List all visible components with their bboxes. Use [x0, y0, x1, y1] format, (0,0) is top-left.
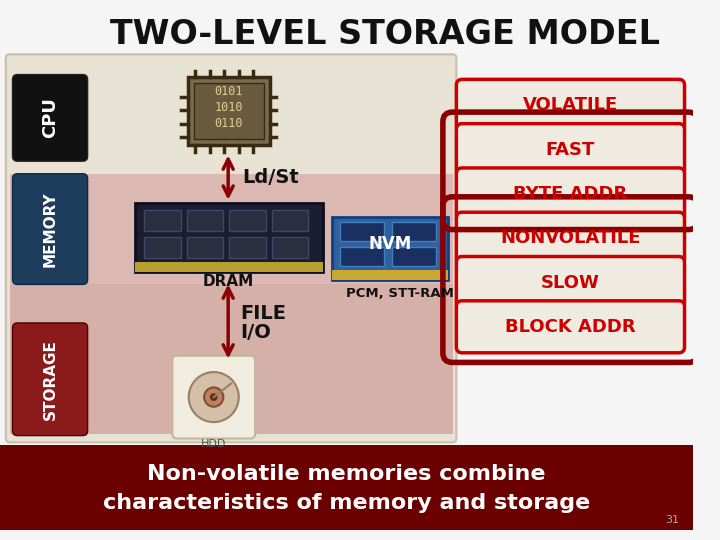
Bar [145, 237, 181, 259]
FancyBboxPatch shape [12, 323, 88, 436]
Text: CPU: CPU [41, 97, 59, 138]
Bar [392, 222, 436, 241]
Bar [0, 445, 693, 530]
Bar [9, 285, 452, 434]
Text: FILE
I/O: FILE I/O [240, 304, 287, 342]
Text: HDD: HDD [201, 440, 226, 449]
Bar [340, 222, 384, 241]
Bar [186, 210, 223, 232]
FancyBboxPatch shape [456, 79, 685, 131]
Text: characteristics of memory and storage: characteristics of memory and storage [103, 493, 590, 513]
Text: BLOCK ADDR: BLOCK ADDR [505, 318, 636, 336]
Bar [188, 77, 269, 145]
Text: MEMORY: MEMORY [42, 192, 58, 267]
Text: Ld/St: Ld/St [243, 168, 300, 187]
Bar [135, 202, 323, 272]
Bar [145, 210, 181, 232]
FancyBboxPatch shape [12, 75, 88, 161]
Circle shape [189, 372, 239, 422]
FancyBboxPatch shape [6, 55, 456, 442]
Bar [194, 83, 264, 139]
FancyBboxPatch shape [456, 124, 685, 176]
Bar [229, 210, 266, 232]
Text: VOLATILE: VOLATILE [523, 96, 618, 114]
Text: NONVOLATILE: NONVOLATILE [500, 229, 641, 247]
Text: 0101
1010
0110: 0101 1010 0110 [215, 85, 243, 130]
Bar [9, 174, 452, 285]
Text: PCM, STT-RAM: PCM, STT-RAM [346, 287, 454, 300]
Text: DRAM: DRAM [203, 274, 254, 289]
Bar [186, 237, 223, 259]
Bar [392, 247, 436, 266]
FancyBboxPatch shape [456, 212, 685, 264]
Text: BYTE ADDR: BYTE ADDR [513, 185, 628, 203]
Text: NVM: NVM [369, 234, 412, 253]
Bar [271, 210, 308, 232]
Text: 31: 31 [665, 515, 679, 525]
Bar [332, 217, 448, 280]
Bar [271, 237, 308, 259]
Text: STORAGE: STORAGE [42, 339, 58, 420]
FancyBboxPatch shape [456, 168, 685, 220]
Text: TWO-LEVEL STORAGE MODEL: TWO-LEVEL STORAGE MODEL [110, 18, 660, 51]
Text: FAST: FAST [546, 140, 595, 159]
FancyBboxPatch shape [456, 256, 685, 308]
FancyBboxPatch shape [172, 356, 255, 438]
Text: SLOW: SLOW [541, 274, 600, 292]
FancyBboxPatch shape [12, 174, 88, 285]
Bar [135, 262, 323, 272]
FancyBboxPatch shape [456, 301, 685, 353]
Circle shape [204, 388, 223, 407]
Circle shape [210, 393, 217, 401]
Bar [340, 247, 384, 266]
Bar [332, 270, 448, 280]
Text: Non-volatile memories combine: Non-volatile memories combine [148, 464, 546, 484]
Bar [229, 237, 266, 259]
